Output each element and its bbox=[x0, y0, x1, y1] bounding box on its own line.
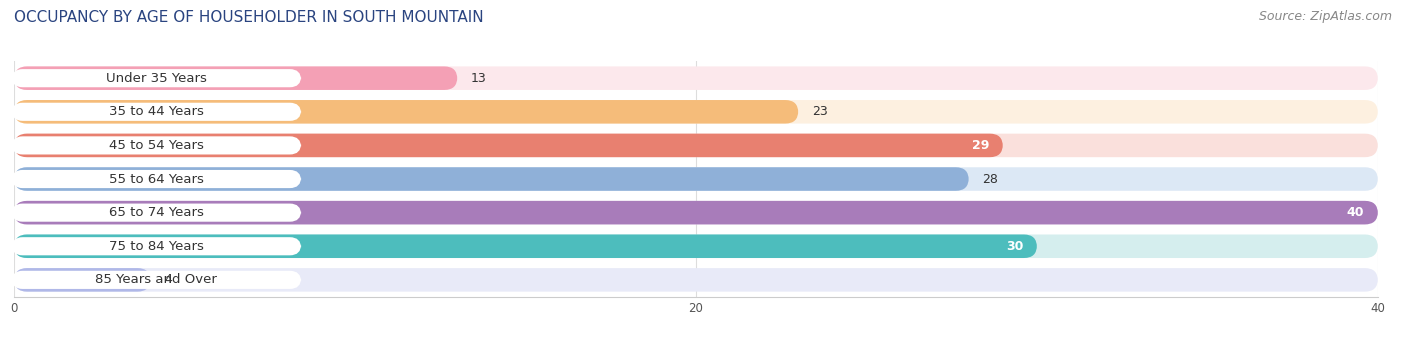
FancyBboxPatch shape bbox=[14, 167, 969, 191]
FancyBboxPatch shape bbox=[11, 103, 301, 121]
Text: OCCUPANCY BY AGE OF HOUSEHOLDER IN SOUTH MOUNTAIN: OCCUPANCY BY AGE OF HOUSEHOLDER IN SOUTH… bbox=[14, 10, 484, 25]
FancyBboxPatch shape bbox=[11, 271, 301, 289]
Text: 45 to 54 Years: 45 to 54 Years bbox=[108, 139, 204, 152]
Text: 55 to 64 Years: 55 to 64 Years bbox=[108, 173, 204, 186]
FancyBboxPatch shape bbox=[14, 66, 1378, 90]
Text: 75 to 84 Years: 75 to 84 Years bbox=[108, 240, 204, 253]
FancyBboxPatch shape bbox=[11, 204, 301, 222]
FancyBboxPatch shape bbox=[14, 134, 1378, 157]
Text: 29: 29 bbox=[972, 139, 990, 152]
FancyBboxPatch shape bbox=[14, 268, 1378, 292]
Text: 23: 23 bbox=[811, 105, 828, 118]
FancyBboxPatch shape bbox=[14, 201, 1378, 224]
FancyBboxPatch shape bbox=[11, 237, 301, 255]
FancyBboxPatch shape bbox=[14, 100, 799, 123]
Text: 4: 4 bbox=[165, 273, 172, 286]
Text: 28: 28 bbox=[983, 173, 998, 186]
FancyBboxPatch shape bbox=[11, 136, 301, 154]
Text: 30: 30 bbox=[1005, 240, 1024, 253]
FancyBboxPatch shape bbox=[14, 167, 1378, 191]
FancyBboxPatch shape bbox=[14, 201, 1378, 224]
Text: 40: 40 bbox=[1347, 206, 1364, 219]
Text: Source: ZipAtlas.com: Source: ZipAtlas.com bbox=[1258, 10, 1392, 23]
FancyBboxPatch shape bbox=[14, 66, 457, 90]
FancyBboxPatch shape bbox=[14, 268, 150, 292]
FancyBboxPatch shape bbox=[11, 69, 301, 87]
Text: 85 Years and Over: 85 Years and Over bbox=[96, 273, 217, 286]
FancyBboxPatch shape bbox=[11, 170, 301, 188]
Text: 65 to 74 Years: 65 to 74 Years bbox=[108, 206, 204, 219]
Text: Under 35 Years: Under 35 Years bbox=[105, 72, 207, 85]
FancyBboxPatch shape bbox=[14, 134, 1002, 157]
FancyBboxPatch shape bbox=[14, 100, 1378, 123]
FancyBboxPatch shape bbox=[14, 235, 1378, 258]
FancyBboxPatch shape bbox=[14, 235, 1038, 258]
Text: 35 to 44 Years: 35 to 44 Years bbox=[108, 105, 204, 118]
Text: 13: 13 bbox=[471, 72, 486, 85]
